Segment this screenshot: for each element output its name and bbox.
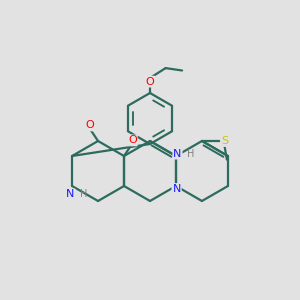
Text: O: O (85, 120, 94, 130)
Text: H: H (80, 189, 87, 200)
Text: N: N (172, 184, 181, 194)
Text: H: H (187, 148, 194, 159)
Text: N: N (173, 148, 182, 159)
Text: N: N (66, 189, 75, 200)
Text: S: S (221, 136, 228, 146)
Text: O: O (128, 135, 137, 146)
Text: O: O (146, 76, 154, 87)
